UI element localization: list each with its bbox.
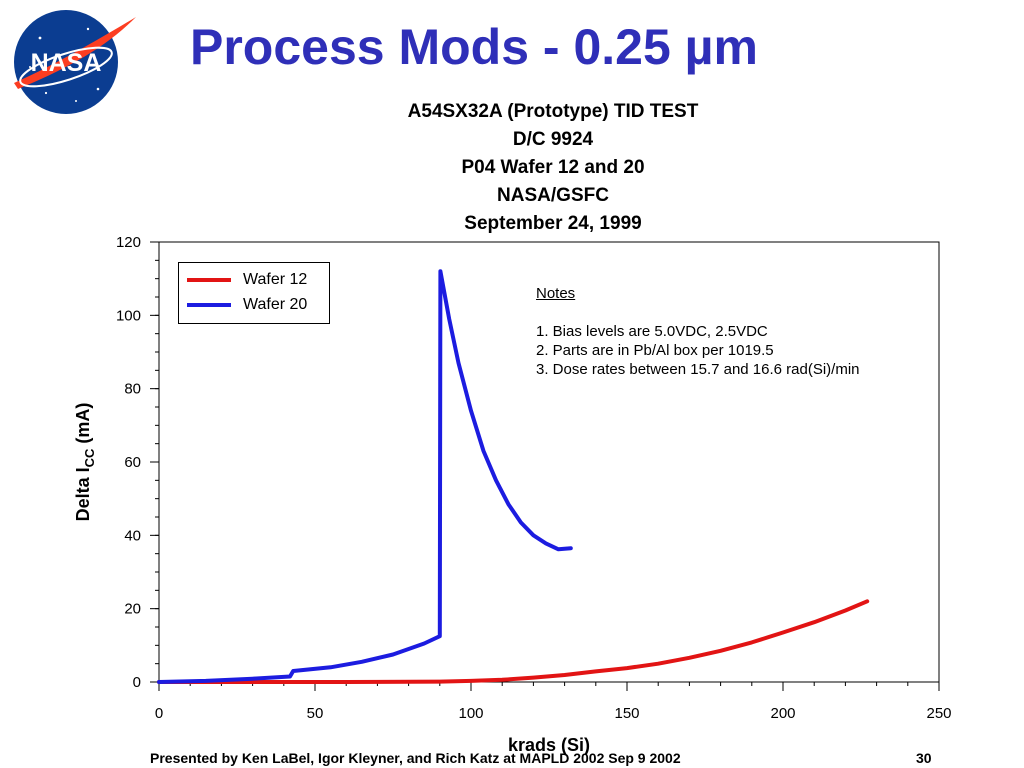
note-item-1: 1. Bias levels are 5.0VDC, 2.5VDC [536, 323, 768, 340]
notes-heading: Notes [536, 285, 576, 302]
chart-notes: Notes 1. Bias levels are 5.0VDC, 2.5VDC … [536, 284, 860, 379]
x-tick-label: 0 [155, 705, 163, 722]
legend-item-wafer-20: Wafer 20 [187, 294, 307, 316]
y-tick-label: 120 [116, 234, 141, 251]
note-item-2: 2. Parts are in Pb/Al box per 1019.5 [536, 342, 774, 359]
x-axis-label: krads (Si) [508, 735, 590, 755]
x-tick-label: 200 [770, 705, 795, 722]
legend-label-wafer-20: Wafer 20 [243, 296, 308, 313]
x-tick-label: 150 [614, 705, 639, 722]
chart-title-line-1: A54SX32A (Prototype) TID TEST [407, 101, 699, 122]
x-tick-label: 100 [458, 705, 483, 722]
legend-label-wafer-12: Wafer 12 [243, 271, 308, 288]
y-tick-label: 40 [124, 527, 141, 544]
svg-text:NASA: NASA [31, 49, 102, 77]
chart-title: A54SX32A (Prototype) TID TEST D/C 9924 P… [253, 98, 853, 238]
y-tick-label: 80 [124, 381, 141, 398]
slide-title: Process Mods - 0.25 µm [190, 19, 758, 75]
chart-title-line-4: NASA/GSFC [497, 185, 609, 206]
series-line-wafer-20 [157, 269, 573, 684]
y-tick-label: 100 [116, 307, 141, 324]
chart-title-line-5: September 24, 1999 [464, 213, 642, 234]
legend-item-wafer-12: Wafer 12 [187, 269, 307, 291]
legend-swatch-wafer-12 [187, 278, 231, 282]
y-tick-label: 60 [124, 454, 141, 471]
axis-ticks: 0 50 100 150 200 250 0 20 40 60 80 100 120 [116, 234, 952, 722]
y-tick-label: 0 [133, 674, 141, 691]
series-layer [157, 269, 870, 684]
y-tick-label: 20 [124, 601, 141, 618]
chart-title-line-2: D/C 9924 [512, 129, 594, 150]
legend-swatch-wafer-20 [187, 303, 231, 307]
chart-legend: Wafer 12 Wafer 20 [178, 262, 330, 324]
slide-footer: Presented by Ken LaBel, Igor Kleyner, an… [150, 750, 681, 766]
x-tick-label: 250 [926, 705, 951, 722]
chart-title-line-3: P04 Wafer 12 and 20 [461, 157, 645, 178]
nasa-logo: NASA [14, 10, 136, 114]
y-axis-label: Delta ICC (mA) [73, 403, 97, 522]
note-item-3: 3. Dose rates between 15.7 and 16.6 rad(… [536, 361, 860, 378]
x-tick-label: 50 [307, 705, 324, 722]
series-line-wafer-12 [157, 599, 870, 684]
page-number: 30 [916, 750, 932, 766]
